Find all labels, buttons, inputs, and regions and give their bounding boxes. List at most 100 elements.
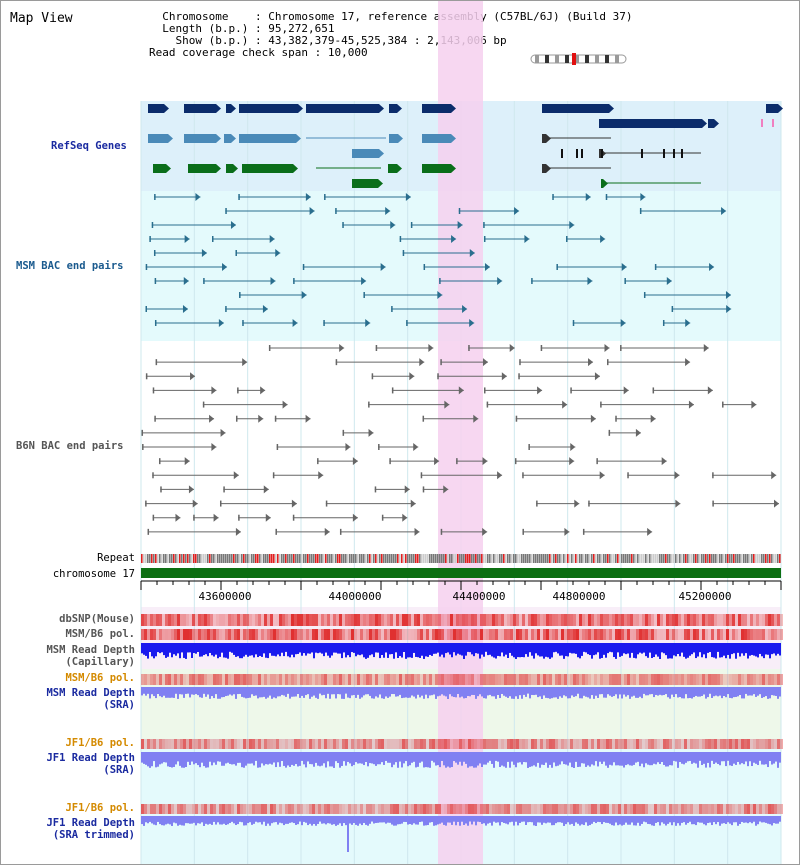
repeat-mark (527, 554, 529, 563)
repeat-mark (511, 554, 513, 563)
depth-bar (591, 752, 593, 765)
depth-bar (177, 752, 179, 762)
heat-cell (246, 804, 249, 814)
depth-bar (333, 643, 335, 653)
bac-end-tick (141, 429, 144, 436)
heat-cell (636, 674, 639, 685)
gene-exon (306, 104, 379, 113)
heat-cell (627, 739, 630, 749)
heat-cell (618, 614, 621, 626)
heat-cell (639, 739, 642, 749)
heat-cell (336, 629, 339, 640)
repeat-mark (761, 554, 763, 563)
heat-cell (459, 804, 462, 814)
heat-cell (153, 674, 156, 685)
depth-bar (181, 687, 183, 695)
heat-cell (423, 739, 426, 749)
depth-bar (153, 687, 155, 697)
track-label-msm-bac[interactable]: MSM BAC end pairs (16, 260, 124, 272)
heat-cell (681, 674, 684, 685)
depth-bar (209, 752, 211, 762)
depth-bar (669, 816, 671, 823)
bac-end-tick (151, 222, 154, 228)
depth-bar (583, 816, 585, 826)
bac-end-tick (627, 472, 629, 479)
heat-cell (510, 629, 513, 640)
depth-bar (297, 643, 299, 654)
depth-bar (415, 687, 417, 699)
heat-cell (534, 804, 537, 814)
heat-cell (483, 614, 486, 626)
depth-bar (463, 816, 465, 825)
depth-bar (581, 816, 583, 825)
gene-arrow (164, 104, 169, 113)
repeat-mark (381, 554, 383, 563)
depth-bar (343, 752, 345, 762)
track-label-jf1-b6-pol: JF1/B6 pol. (65, 737, 135, 749)
depth-bar (187, 752, 189, 762)
depth-bar (223, 687, 225, 698)
depth-bar (275, 816, 277, 823)
heat-cell (573, 674, 576, 685)
heat-cell (543, 739, 546, 749)
depth-bar (661, 643, 663, 653)
heat-cell (165, 674, 168, 685)
bac-end-tick (615, 415, 617, 422)
gene-exon (184, 104, 216, 113)
depth-bar (347, 752, 349, 762)
depth-bar (769, 816, 771, 825)
track-label-refseq[interactable]: RefSeq Genes (51, 140, 127, 152)
heat-cell (711, 804, 714, 814)
repeat-mark (351, 554, 353, 563)
heat-cell (309, 614, 312, 626)
depth-bar (549, 752, 551, 765)
depth-bar (459, 643, 461, 655)
depth-bar (283, 752, 285, 766)
heat-cell (294, 739, 297, 749)
repeat-mark (691, 554, 693, 563)
depth-bar (599, 687, 601, 695)
repeat-mark (211, 554, 213, 563)
depth-bar (239, 752, 241, 763)
heat-cell (393, 614, 396, 626)
heat-cell (510, 614, 513, 626)
repeat-mark (569, 554, 571, 563)
repeat-mark (747, 554, 749, 563)
depth-bar (143, 752, 145, 764)
depth-bar (227, 816, 229, 825)
heat-cell (651, 739, 654, 749)
bac-end-arrow (305, 414, 311, 423)
heat-cell (471, 629, 474, 640)
heat-cell (651, 629, 654, 640)
heat-cell (552, 739, 555, 749)
heat-cell (570, 614, 573, 626)
repeat-mark (719, 554, 721, 563)
depth-bar (153, 643, 155, 659)
heat-cell (771, 614, 774, 626)
depth-bar (337, 752, 339, 764)
depth-bar (779, 687, 781, 697)
heat-cell (621, 804, 624, 814)
bac-end-arrow (195, 193, 201, 201)
repeat-mark (417, 554, 419, 563)
heat-cell (564, 739, 567, 749)
depth-bar (465, 687, 467, 699)
heat-cell (417, 674, 420, 685)
depth-bar (359, 643, 361, 656)
bac-end-arrow (524, 235, 530, 243)
repeat-mark (419, 554, 421, 563)
track-label-b6n-bac[interactable]: B6N BAC end pairs (16, 440, 124, 452)
heat-cell (390, 674, 393, 685)
depth-bar (335, 687, 337, 699)
bac-end-arrow (434, 457, 440, 466)
gene-exon (542, 104, 609, 113)
heat-cell (603, 614, 606, 626)
heat-cell (354, 739, 357, 749)
depth-bar (245, 816, 247, 826)
depth-bar (299, 687, 301, 698)
bac-end-tick (528, 444, 530, 450)
repeat-mark (375, 554, 377, 563)
repeat-mark (631, 554, 633, 563)
heat-cell (375, 674, 378, 685)
